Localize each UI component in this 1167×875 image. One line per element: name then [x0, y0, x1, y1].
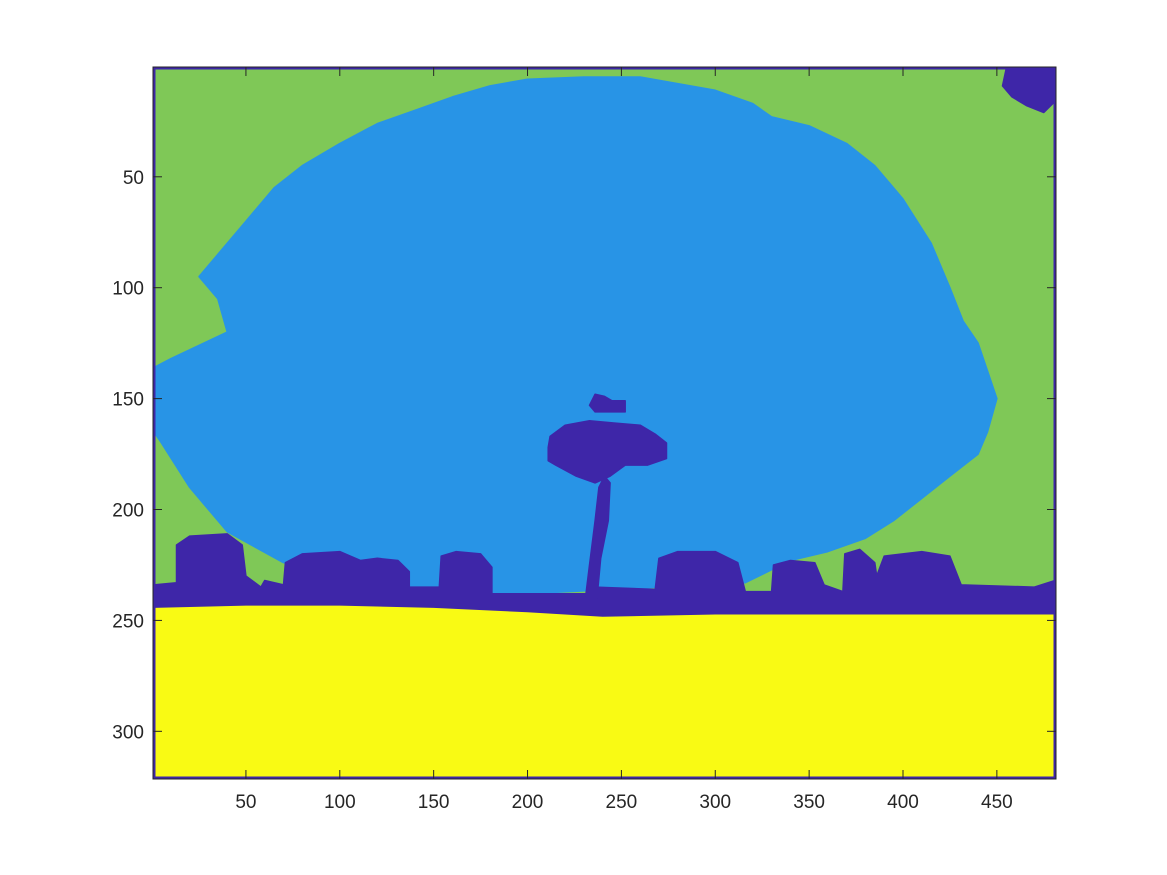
x-tick-label: 300 [699, 792, 731, 813]
x-tick-label: 400 [887, 792, 919, 813]
y-axis: 50 100 150 200 250 300 [112, 168, 1056, 743]
y-tick-label: 100 [112, 279, 144, 300]
x-tick-label: 50 [235, 792, 256, 813]
region-tree-trunk [584, 475, 611, 599]
x-axis: 50 100 150 200 250 300 350 400 450 [235, 67, 1013, 813]
plot-area [153, 67, 1056, 779]
y-tick-label: 150 [112, 390, 144, 411]
x-tick-label: 100 [324, 792, 356, 813]
y-tick-label: 200 [112, 501, 144, 522]
region-ground [153, 604, 1056, 779]
x-tick-label: 450 [981, 792, 1013, 813]
x-tick-label: 250 [606, 792, 638, 813]
x-tick-label: 200 [512, 792, 544, 813]
y-tick-label: 300 [112, 722, 144, 743]
x-tick-label: 150 [418, 792, 450, 813]
region-treeline [153, 533, 1056, 617]
region-tree-canopy [547, 420, 668, 484]
region-tree-top-fragment [588, 393, 626, 413]
image-edge-pixels [153, 67, 1056, 779]
axes-box [152, 66, 1057, 780]
y-tick-label: 50 [123, 168, 144, 189]
x-tick-label: 350 [793, 792, 825, 813]
y-tick-label: 250 [112, 611, 144, 632]
